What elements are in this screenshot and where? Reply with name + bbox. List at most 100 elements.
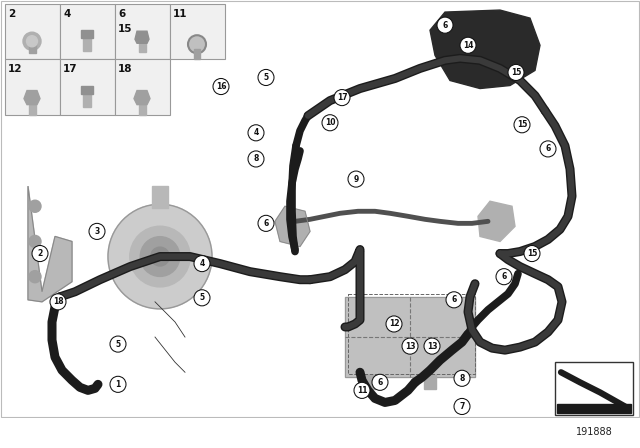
Circle shape [424, 338, 440, 354]
Bar [5, 60, 60, 115]
Bar [152, 186, 168, 208]
Text: 12: 12 [388, 319, 399, 328]
Bar [345, 297, 475, 377]
Text: 4: 4 [200, 259, 205, 268]
Text: 11: 11 [356, 386, 367, 395]
Circle shape [140, 237, 180, 276]
Bar [115, 60, 170, 115]
Polygon shape [135, 31, 149, 43]
Circle shape [372, 374, 388, 390]
Text: 12: 12 [8, 65, 22, 74]
Circle shape [454, 370, 470, 386]
Polygon shape [24, 90, 40, 105]
Text: 6: 6 [264, 219, 269, 228]
Text: 13: 13 [427, 342, 437, 351]
Polygon shape [275, 206, 310, 246]
Circle shape [354, 382, 370, 398]
Bar [424, 375, 436, 389]
Bar [60, 4, 115, 60]
Text: 6: 6 [545, 144, 550, 153]
Circle shape [437, 17, 453, 33]
Polygon shape [134, 90, 150, 105]
Bar [138, 105, 145, 115]
Text: 2008 BMW X5 Combination Return Pipe Diagram for 32416788318: 2008 BMW X5 Combination Return Pipe Diag… [100, 426, 540, 439]
Circle shape [446, 292, 462, 308]
Text: 18: 18 [52, 297, 63, 306]
Circle shape [258, 215, 274, 232]
Bar [194, 49, 200, 60]
Bar [345, 297, 475, 377]
Text: 5: 5 [264, 73, 269, 82]
Circle shape [130, 226, 190, 287]
Circle shape [194, 255, 210, 271]
Text: 191888: 191888 [575, 426, 612, 437]
Text: 6: 6 [378, 378, 383, 387]
Circle shape [29, 236, 41, 247]
Bar [555, 362, 633, 414]
Bar [60, 60, 115, 115]
Circle shape [386, 316, 402, 332]
Bar [83, 91, 91, 107]
Bar [81, 30, 93, 38]
Circle shape [110, 336, 126, 352]
Circle shape [348, 171, 364, 187]
Circle shape [540, 141, 556, 157]
Text: 1: 1 [115, 380, 120, 389]
Circle shape [248, 125, 264, 141]
Text: 15: 15 [527, 249, 537, 258]
Text: 6: 6 [442, 21, 447, 30]
Circle shape [508, 65, 524, 81]
Circle shape [402, 338, 418, 354]
Text: 15: 15 [118, 24, 132, 34]
Text: 4: 4 [63, 9, 70, 19]
Text: 18: 18 [118, 65, 132, 74]
Circle shape [110, 376, 126, 392]
Bar [115, 4, 170, 60]
Text: 11: 11 [173, 9, 188, 19]
Circle shape [50, 294, 66, 310]
Text: 17: 17 [63, 65, 77, 74]
Circle shape [194, 290, 210, 306]
Text: 2: 2 [37, 249, 43, 258]
Polygon shape [430, 10, 540, 89]
Text: 9: 9 [353, 175, 358, 184]
Bar [5, 4, 60, 60]
Circle shape [89, 224, 105, 239]
Circle shape [322, 115, 338, 131]
Circle shape [524, 246, 540, 262]
Text: 3: 3 [94, 227, 100, 236]
Circle shape [248, 151, 264, 167]
Bar [557, 405, 631, 413]
Text: 8: 8 [460, 374, 465, 383]
Bar [83, 36, 91, 52]
Bar [81, 86, 93, 94]
Circle shape [496, 269, 512, 285]
Bar [364, 375, 376, 389]
Text: 6: 6 [118, 9, 125, 19]
Text: 6: 6 [451, 295, 456, 304]
Text: 5: 5 [200, 293, 205, 302]
Bar [29, 41, 35, 53]
Polygon shape [478, 201, 515, 241]
Circle shape [454, 398, 470, 414]
Polygon shape [28, 186, 72, 302]
Bar [170, 4, 225, 60]
Text: 4: 4 [253, 128, 259, 137]
Text: 14: 14 [463, 41, 473, 50]
Circle shape [29, 271, 41, 283]
Circle shape [108, 204, 212, 309]
Text: 2: 2 [8, 9, 15, 19]
Circle shape [258, 69, 274, 86]
Text: 6: 6 [501, 272, 507, 281]
Text: 5: 5 [115, 340, 120, 349]
Circle shape [334, 90, 350, 106]
Circle shape [26, 36, 38, 47]
Text: 15: 15 [511, 68, 521, 77]
Text: 13: 13 [404, 342, 415, 351]
Text: 8: 8 [253, 155, 259, 164]
Circle shape [23, 32, 41, 50]
Bar [29, 105, 35, 115]
Circle shape [514, 117, 530, 133]
Bar [138, 39, 145, 52]
Circle shape [29, 200, 41, 212]
